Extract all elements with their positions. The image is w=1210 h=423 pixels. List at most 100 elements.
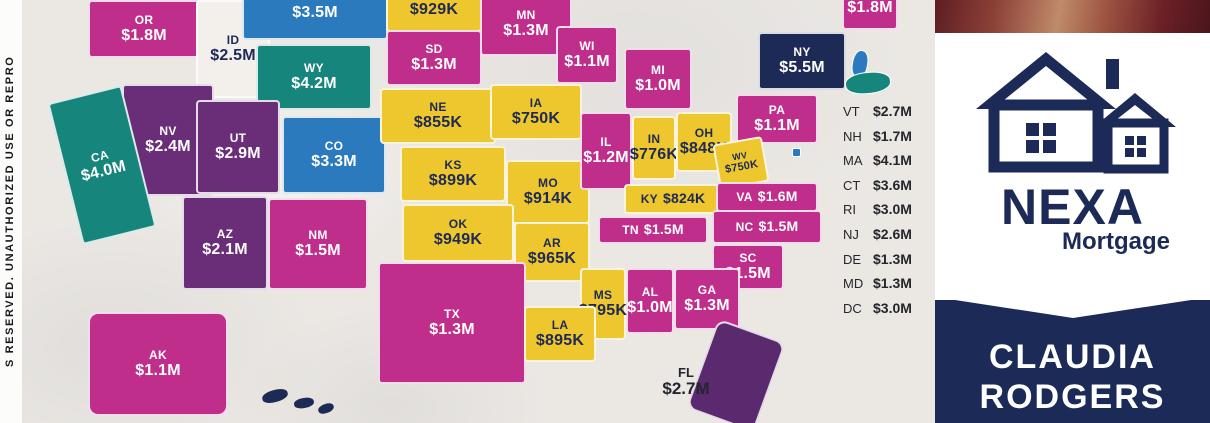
agent-name-panel: CLAUDIA RODGERS [935, 300, 1210, 423]
east-list-row-vt: VT $2.7M [843, 103, 912, 128]
state-or: OR $1.8M [88, 0, 200, 58]
state-abbr: WI [579, 38, 595, 53]
state-value: $1.3M [873, 250, 912, 267]
state-abbr: SC [739, 250, 757, 265]
state-abbr: AK [149, 347, 167, 362]
state-mi: MI $1.0M [624, 48, 692, 110]
state-me: $1.8M [842, 0, 898, 30]
state-abbr: NJ [843, 226, 859, 242]
state-nm: NM $1.5M [268, 198, 368, 290]
state-abbr: DE [843, 251, 862, 267]
state-value: $1.5M [295, 241, 341, 259]
state-value: $855K [413, 113, 463, 131]
state-value: $899K [428, 171, 478, 189]
state-value: $3.0M [873, 299, 912, 316]
state-value: $1.1M [754, 116, 800, 134]
state-abbr: IN [647, 131, 661, 146]
state-value: $750K [724, 158, 760, 176]
state-abbr: GA [697, 282, 717, 297]
state-ny: NY $5.5M [758, 32, 846, 90]
state-abbr: VT [843, 104, 860, 119]
state-value: $3.6M [873, 176, 912, 193]
state-value: $1.8M [847, 0, 893, 17]
state-abbr: TX [444, 306, 460, 321]
state-value: $3.0M [873, 201, 912, 218]
state-abbr: MO [538, 175, 558, 190]
agent-photo [935, 0, 1210, 33]
state-ky: KY $824K [624, 184, 722, 214]
east-list-row-ma: MA $4.1M [843, 152, 912, 177]
state-value: $2.6M [873, 225, 912, 242]
state-abbr: CT [843, 177, 861, 193]
state-abbr: PA [768, 102, 786, 117]
state-wy: WY $4.2M [256, 44, 372, 110]
east-list-row-ct: CT $3.6M [843, 177, 912, 202]
copyright-vertical-text: S RESERVED. UNAUTHORIZED USE OR REPRO [4, 55, 16, 368]
state-value: $1.7M [873, 127, 912, 144]
state-abbr: ID [226, 32, 240, 47]
state-value: $914K [523, 189, 573, 207]
state-abbr: RI [843, 202, 856, 218]
brand-logo-panel: NEXA Mortgage [935, 33, 1210, 300]
state-value: $3.5M [292, 4, 338, 22]
state-ne: NE $855K [380, 88, 496, 144]
state-abbr: MA [843, 153, 863, 169]
state-value: $4.2M [291, 74, 337, 92]
banner-notch [954, 300, 1191, 318]
state-value: $2.7M [662, 379, 710, 399]
state-value: $4.1M [873, 152, 912, 169]
state-value: $1.1M [135, 361, 181, 379]
state-abbr: FL [678, 365, 694, 380]
state-ok: OK $949K [402, 204, 514, 262]
state-ar: AR $965K [514, 222, 590, 282]
state-abbr: WY [304, 60, 324, 75]
state-value: $5.5M [779, 58, 825, 76]
state-abbr: MN [516, 7, 536, 22]
state-value: $2.9M [215, 144, 261, 162]
state-nc: NC $1.5M [712, 210, 822, 244]
state-value: $1.0M [635, 76, 681, 94]
state-value: $929K [409, 1, 459, 19]
state-abbr: KY [640, 191, 658, 206]
state-abbr: TN [622, 222, 639, 237]
state-value: $824K [663, 190, 706, 207]
state-abbr: CO [324, 138, 344, 153]
state-value: $2.7M [873, 103, 912, 119]
state-ak: AK $1.1M [88, 312, 228, 416]
state-abbr: NE [429, 99, 447, 114]
state-value: $2.5M [210, 46, 256, 64]
state-pa: PA $1.1M [736, 94, 818, 144]
state-value: $1.3M [503, 21, 549, 39]
state-value: $1.0M [627, 298, 673, 316]
state-abbr: NY [793, 44, 811, 59]
east-list-row-dc: DC $3.0M [843, 300, 912, 325]
state-va: VA $1.6M [716, 182, 818, 212]
east-list-row-nj: NJ $2.6M [843, 226, 912, 251]
dc-marker [792, 148, 801, 157]
state-al: AL $1.0M [626, 268, 674, 334]
state-nd: $929K [386, 0, 482, 32]
state-value: $895K [535, 331, 585, 349]
state-co: CO $3.3M [282, 116, 386, 194]
state-abbr: IA [529, 95, 543, 110]
state-sd: SD $1.3M [386, 30, 482, 86]
state-value: $750K [511, 109, 561, 127]
state-abbr: NV [159, 123, 177, 138]
state-value: $1.8M [121, 26, 167, 44]
state-value: $1.3M [429, 320, 475, 338]
state-value: $1.3M [411, 55, 457, 73]
state-value: $2.1M [202, 240, 248, 258]
state-il: IL $1.2M [580, 112, 632, 190]
east-coast-state-list: VT $2.7M NH $1.7M MA $4.1M CT $3.6M RI $3.0M … [843, 103, 912, 324]
state-abbr: DC [843, 300, 862, 316]
state-abbr: IL [600, 134, 612, 149]
state-tx: TX $1.3M [378, 262, 526, 384]
state-abbr: OR [134, 12, 154, 27]
state-value: $2.4M [145, 137, 191, 155]
state-abbr: AZ [216, 226, 234, 241]
state-abbr: OK [448, 216, 468, 231]
state-abbr: NC [735, 219, 754, 234]
state-in: IN $776K [629, 116, 679, 180]
state-abbr: OH [694, 125, 714, 140]
state-value: $776K [629, 145, 679, 163]
